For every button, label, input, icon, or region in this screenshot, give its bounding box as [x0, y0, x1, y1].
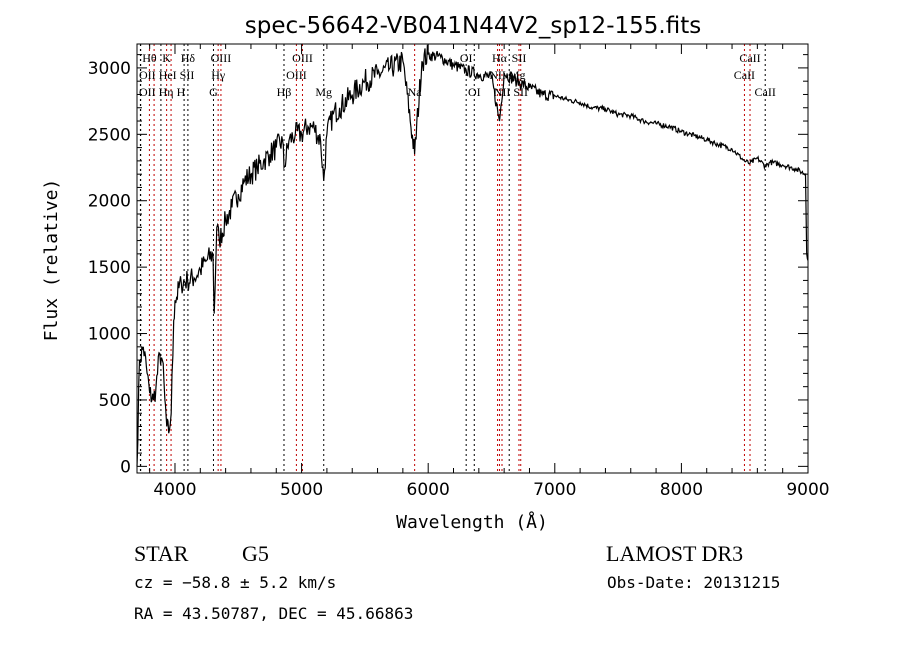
x-tick-label: 9000 [786, 480, 829, 500]
axis-ticks: 4000 5000 6000 7000 8000 9000 0 500 1000 1500 2000… [88, 44, 830, 500]
survey-name: LAMOST DR3 [606, 541, 743, 566]
spectrum-line [136, 44, 809, 467]
x-tick-label: 5000 [280, 480, 323, 500]
obs-date: Obs-Date: 20131215 [607, 573, 780, 592]
y-axis-label: Flux (relative) [41, 179, 62, 342]
y-tick-label: 2000 [88, 192, 131, 212]
line-label: OI [468, 85, 481, 99]
y-tick-label: 1500 [88, 258, 131, 278]
line-label: OIII [286, 68, 307, 82]
line-label: CaII [739, 51, 760, 65]
line-label: Hη [159, 85, 174, 99]
x-tick-label: 4000 [153, 480, 196, 500]
line-label: Hβ [277, 85, 292, 99]
line-label: NII [494, 85, 511, 99]
line-label: Mg [315, 85, 332, 99]
line-label: H [177, 85, 186, 99]
line-label: K [162, 51, 171, 65]
line-markers [139, 44, 766, 473]
redshift-cz: cz = −58.8 ± 5.2 km/s [134, 573, 336, 592]
y-tick-label: 500 [99, 391, 131, 411]
line-label: Hα [492, 51, 508, 65]
line-label: CaII [734, 68, 755, 82]
line-label: SII [512, 51, 527, 65]
line-label: Na [408, 85, 423, 99]
line-label: Mg [509, 68, 526, 82]
line-label: G [209, 85, 218, 99]
line-label: Hγ [211, 68, 226, 82]
y-tick-label: 0 [120, 457, 131, 477]
line-label: Hθ [142, 51, 157, 65]
line-label: OII [139, 85, 156, 99]
y-tick-label: 2500 [88, 125, 131, 145]
line-label: NII [489, 68, 506, 82]
object-subclass: G5 [242, 541, 269, 566]
line-label: OII [139, 68, 156, 82]
x-tick-label: 6000 [407, 480, 450, 500]
line-label: OIII [211, 51, 232, 65]
object-class: STAR [134, 541, 189, 566]
plot-frame [136, 43, 809, 474]
line-label: OI [460, 51, 473, 65]
line-label: OIII [292, 51, 313, 65]
x-axis-label: Wavelength (Å) [396, 511, 548, 533]
ra-dec: RA = 43.50787, DEC = 45.66863 [134, 604, 413, 623]
chart-title: spec-56642-VB041N44V2_sp12-155.fits [245, 13, 701, 39]
line-label: Hδ [181, 51, 196, 65]
line-label: HeI [159, 68, 177, 82]
line-label: SII [180, 68, 195, 82]
x-tick-label: 7000 [533, 480, 576, 500]
y-tick-label: 1000 [88, 325, 131, 345]
line-label: SII [513, 85, 528, 99]
y-tick-label: 3000 [88, 59, 131, 79]
x-tick-label: 8000 [660, 480, 703, 500]
line-label: CaII [755, 85, 776, 99]
